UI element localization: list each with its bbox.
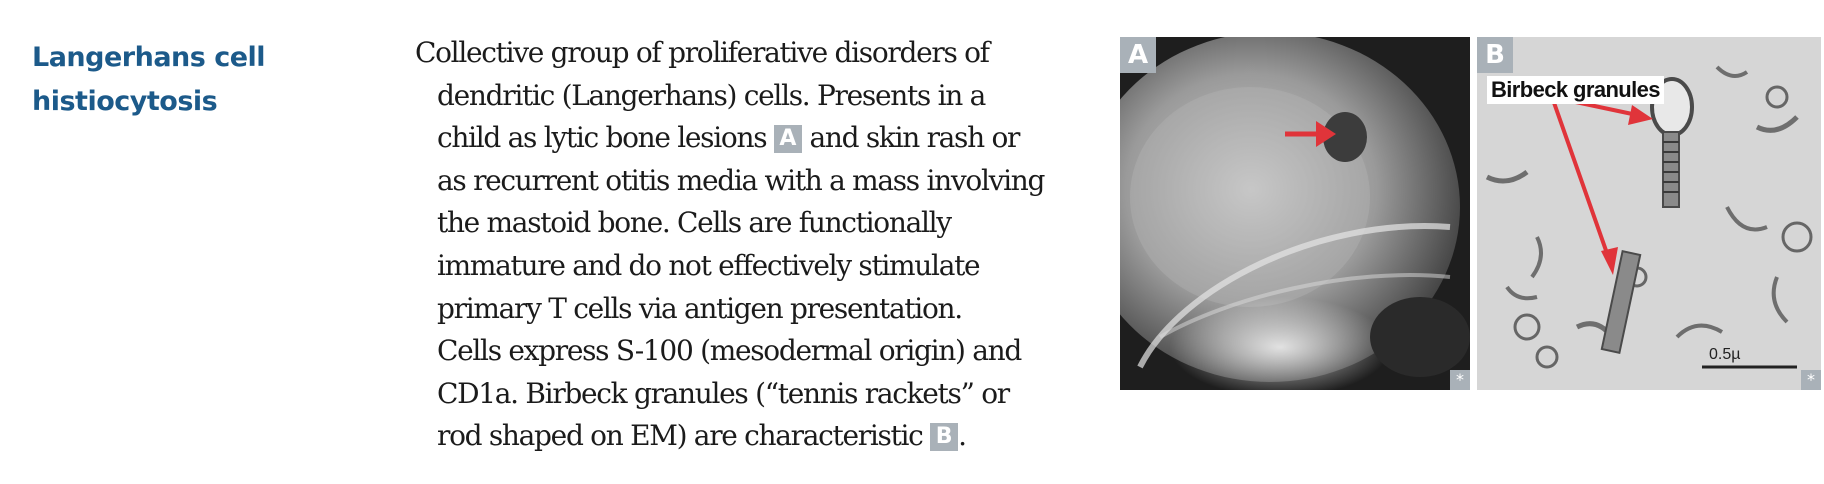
birbeck-granules-callout: Birbeck granules bbox=[1487, 76, 1664, 104]
figure-ref-a-badge: A bbox=[773, 125, 802, 154]
lytic-lesion bbox=[1323, 112, 1367, 162]
description-line: child as lytic bone lesions A and skin r… bbox=[437, 121, 1020, 155]
corner-asterisk: * bbox=[1450, 370, 1470, 390]
description-line: as recurrent otitis media with a mass in… bbox=[437, 163, 1045, 197]
scale-label: 0.5µ bbox=[1709, 346, 1740, 363]
description-line: Collective group of proliferative disord… bbox=[415, 36, 990, 69]
entry-description: Collective group of proliferative disord… bbox=[415, 32, 1095, 458]
description-line: the mastoid bone. Cells are functionally bbox=[437, 206, 952, 240]
description-line: CD1a. Birbeck granules (“tennis rackets”… bbox=[437, 376, 1010, 410]
description-line: dendritic (Langerhans) cells. Presents i… bbox=[437, 78, 986, 112]
description-line: immature and do not effectively stimulat… bbox=[437, 248, 981, 282]
description-line: primary T cells via antigen presentation… bbox=[437, 291, 963, 325]
figure-ref-b-badge: B bbox=[930, 423, 959, 452]
arrow-icon bbox=[1550, 96, 1611, 260]
description-line: rod shaped on EM) are characteristic B. bbox=[437, 419, 967, 453]
heading-line-1: Langerhans cell bbox=[32, 42, 266, 73]
rod-granule bbox=[1600, 250, 1642, 354]
entry-heading: Langerhans cell histiocytosis bbox=[32, 36, 362, 124]
skull-xray-image bbox=[1120, 37, 1470, 390]
heading-line-2: histiocytosis bbox=[32, 86, 218, 117]
panel-a-label: A bbox=[1120, 37, 1156, 73]
panel-b-label: B bbox=[1477, 37, 1513, 73]
figure-panel-b-micrograph: 0.5µ B Birbeck granules * bbox=[1477, 37, 1821, 390]
figure-panel-a-xray: A * bbox=[1120, 37, 1470, 390]
corner-asterisk: * bbox=[1801, 370, 1821, 390]
description-line: Cells express S-100 (mesodermal origin) … bbox=[437, 334, 1022, 368]
